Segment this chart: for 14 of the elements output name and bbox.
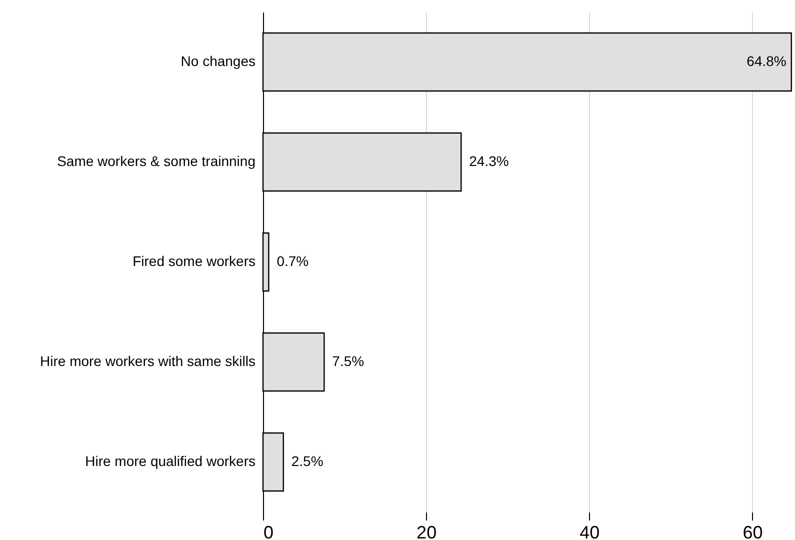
x-tick-label: 60	[742, 522, 763, 540]
x-tick-label: 0	[264, 522, 274, 540]
y-tick-label: No changes	[180, 53, 256, 69]
y-tick-label: Hire more workers with same skills	[40, 353, 256, 369]
x-tick-label: 20	[416, 522, 437, 540]
data-label: 0.7%	[276, 253, 309, 269]
data-label: 2.5%	[291, 453, 324, 469]
y-tick-label: Hire more qualified workers	[85, 453, 256, 469]
data-label: 7.5%	[332, 353, 364, 369]
y-tick-label: Same workers & some trainning	[57, 153, 256, 169]
x-tick-label: 40	[580, 522, 600, 540]
data-label: 24.3%	[469, 153, 509, 169]
data-label: 64.8%	[746, 53, 786, 69]
y-tick-label: Fired some workers	[132, 253, 256, 269]
